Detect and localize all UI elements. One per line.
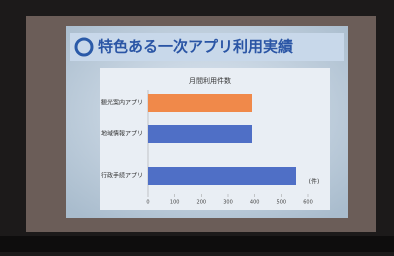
chart-subtitle: 月間利用件数 <box>189 76 231 85</box>
y-tick-label: 地域情報アプリ <box>101 130 143 138</box>
slide-title: 特色ある一次アプリ利用実績 <box>98 38 293 56</box>
x-tick-label: 100 <box>170 200 180 206</box>
floor <box>0 236 394 252</box>
x-tick-label: 200 <box>197 200 207 206</box>
x-tick-label: 600 <box>303 200 313 206</box>
photo: 特色ある一次アプリ利用実績 月間利用件数 (件) 0 100 200 300 400 50… <box>0 0 394 252</box>
bar <box>148 167 296 185</box>
x-tick-label: 500 <box>277 200 287 206</box>
x-tick-label: 400 <box>250 200 260 206</box>
y-tick-label: 行政手続アプリ <box>101 172 143 180</box>
unit-label: (件) <box>309 178 320 186</box>
x-tick-label: 300 <box>223 200 233 206</box>
x-tick-label: 0 <box>146 200 149 206</box>
bar <box>148 125 252 143</box>
y-tick-label: 観光案内アプリ <box>101 99 143 107</box>
bar <box>148 94 252 112</box>
